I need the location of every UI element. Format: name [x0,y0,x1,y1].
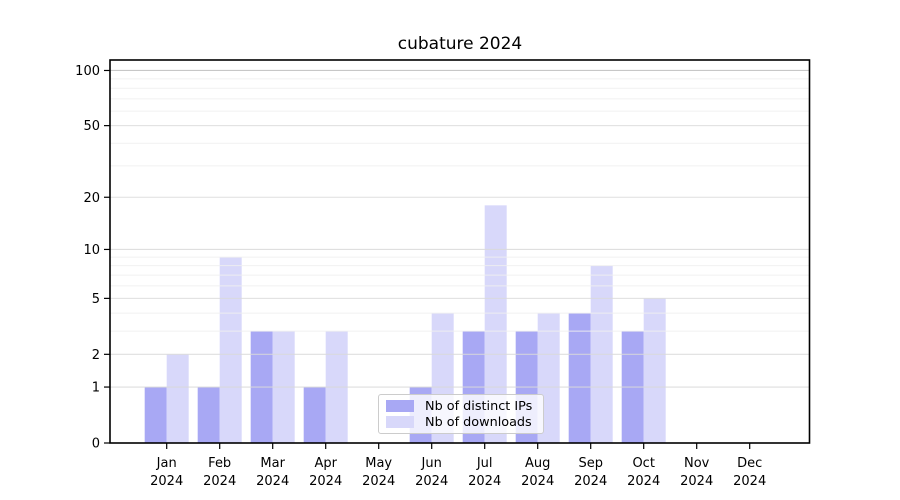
x-tick-label-month-jun: Jun [421,456,442,471]
x-tick-label-month-dec: Dec [737,456,762,471]
x-tick-label-year-nov: 2024 [680,474,713,489]
x-tick-label-month-nov: Nov [684,456,710,471]
x-tick-label-year-oct: 2024 [627,474,660,489]
legend-item-distinct-ips: Nb of distinct IPs [379,399,543,414]
x-tick-label-month-oct: Oct [632,456,654,471]
x-tick-label-year-sep: 2024 [574,474,607,489]
bar-ips-jan [144,387,167,443]
x-tick-label-month-sep: Sep [578,456,603,471]
x-tick-label-year-feb: 2024 [203,474,236,489]
bar-ips-sep [568,313,591,443]
legend: Nb of distinct IPs Nb of downloads [378,394,544,434]
x-tick-label-year-apr: 2024 [309,474,342,489]
y-tick-label-1: 1 [92,381,100,396]
x-tick-label-month-jul: Jul [476,456,493,471]
x-tick-label-month-may: May [365,456,392,471]
x-tick-label-year-jul: 2024 [468,474,501,489]
bar-ips-apr [303,387,326,443]
axis-labels-layer: 0 1 2 5 10 20 50 100 Jan 2024 Feb 2024 Mar 2024 Apr 202… [75,64,766,489]
bar-ips-feb [197,387,220,443]
axes-box [109,59,811,444]
x-tick-label-month-mar: Mar [260,456,285,471]
y-tick-label-0: 0 [92,437,100,452]
bar-downloads-oct [643,298,666,443]
axes-layer [104,59,811,449]
legend-label-downloads: Nb of downloads [425,414,532,430]
y-tick-label-50: 50 [83,119,100,134]
legend-item-downloads: Nb of downloads [379,415,543,430]
x-tick-label-year-jan: 2024 [150,474,183,489]
y-tick-label-10: 10 [83,243,100,258]
x-tick-label-year-jun: 2024 [415,474,448,489]
bar-downloads-feb [219,257,242,443]
x-tick-label-month-jan: Jan [156,456,177,471]
x-tick-label-month-aug: Aug [525,456,550,471]
y-tick-label-5: 5 [92,292,100,307]
x-tick-label-year-mar: 2024 [256,474,289,489]
bar-downloads-jan [166,354,189,443]
legend-label-distinct-ips: Nb of distinct IPs [425,398,533,414]
x-tick-label-year-aug: 2024 [521,474,554,489]
chart-title: cubature 2024 [397,34,523,54]
grid-layer [110,69,810,388]
y-tick-label-20: 20 [83,191,100,206]
legend-swatch-downloads [386,416,414,428]
x-tick-label-month-apr: Apr [314,456,337,471]
y-tick-label-100: 100 [75,64,100,79]
bar-downloads-jul [484,205,507,443]
legend-swatch-distinct-ips [386,400,414,412]
y-tick-label-2: 2 [92,348,100,363]
x-tick-label-year-may: 2024 [362,474,395,489]
x-tick-label-year-dec: 2024 [733,474,766,489]
x-tick-label-month-feb: Feb [208,456,231,471]
